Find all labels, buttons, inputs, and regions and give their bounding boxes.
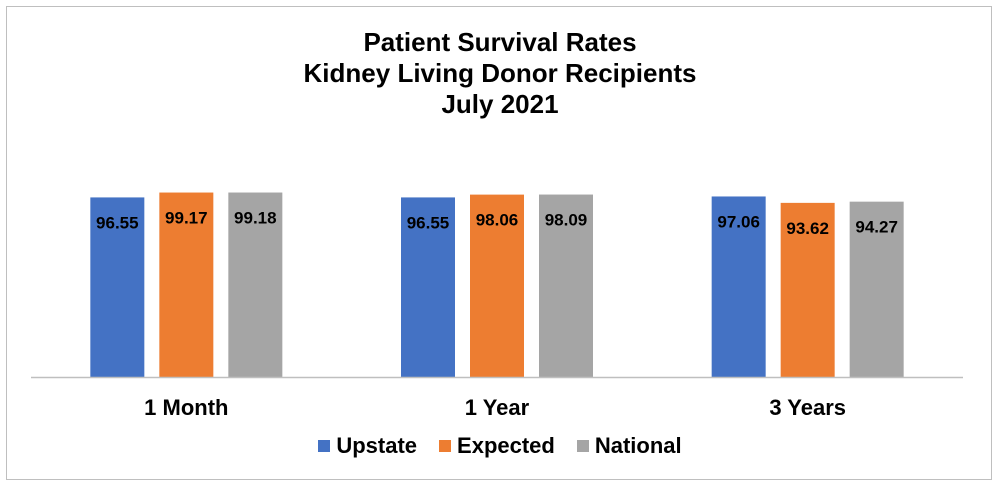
chart-legend: Upstate Expected National — [7, 433, 993, 459]
chart-title-line-1: Patient Survival Rates — [363, 27, 637, 57]
data-label-upstate-2: 97.06 — [717, 212, 760, 231]
data-label-upstate-0: 96.55 — [96, 213, 139, 232]
legend-label-expected: Expected — [457, 433, 555, 458]
data-label-expected-0: 99.17 — [165, 209, 208, 228]
data-label-expected-2: 93.62 — [786, 219, 829, 238]
bar-national-0 — [228, 192, 283, 377]
category-label-1: 1 Year — [465, 395, 530, 420]
bar-upstate-1 — [401, 197, 455, 377]
legend-item-national: National — [576, 433, 682, 459]
legend-item-expected: Expected — [439, 433, 555, 459]
chart-title-line-2: Kidney Living Donor Recipients — [303, 58, 697, 88]
data-label-national-1: 98.09 — [545, 211, 588, 230]
legend-swatch-upstate — [318, 440, 331, 452]
bar-national-2 — [849, 201, 904, 377]
data-label-national-0: 99.18 — [234, 209, 277, 228]
bar-expected-2 — [780, 202, 835, 377]
chart-title: Patient Survival Rates Kidney Living Don… — [7, 27, 993, 120]
bar-upstate-0 — [90, 197, 145, 377]
chart-frame: Patient Survival Rates Kidney Living Don… — [6, 6, 992, 480]
legend-item-upstate: Upstate — [318, 433, 417, 459]
bar-expected-0 — [159, 192, 214, 377]
legend-label-national: National — [594, 433, 682, 458]
legend-swatch-national — [576, 440, 589, 452]
bar-chart-plot: 96.55 99.17 99.18 1 Month 96.55 98.06 98.09 1 Y… — [31, 192, 963, 420]
data-label-expected-1: 98.06 — [476, 211, 519, 230]
legend-swatch-expected — [439, 440, 452, 452]
bar-expected-1 — [470, 194, 524, 377]
bar-national-1 — [539, 194, 593, 377]
legend-label-upstate: Upstate — [336, 433, 418, 458]
bar-upstate-2 — [711, 196, 766, 377]
chart-title-line-3: July 2021 — [441, 89, 559, 119]
category-label-2: 3 Years — [769, 395, 846, 420]
data-label-national-2: 94.27 — [855, 218, 898, 237]
data-label-upstate-1: 96.55 — [407, 213, 450, 232]
category-label-0: 1 Month — [144, 395, 228, 420]
